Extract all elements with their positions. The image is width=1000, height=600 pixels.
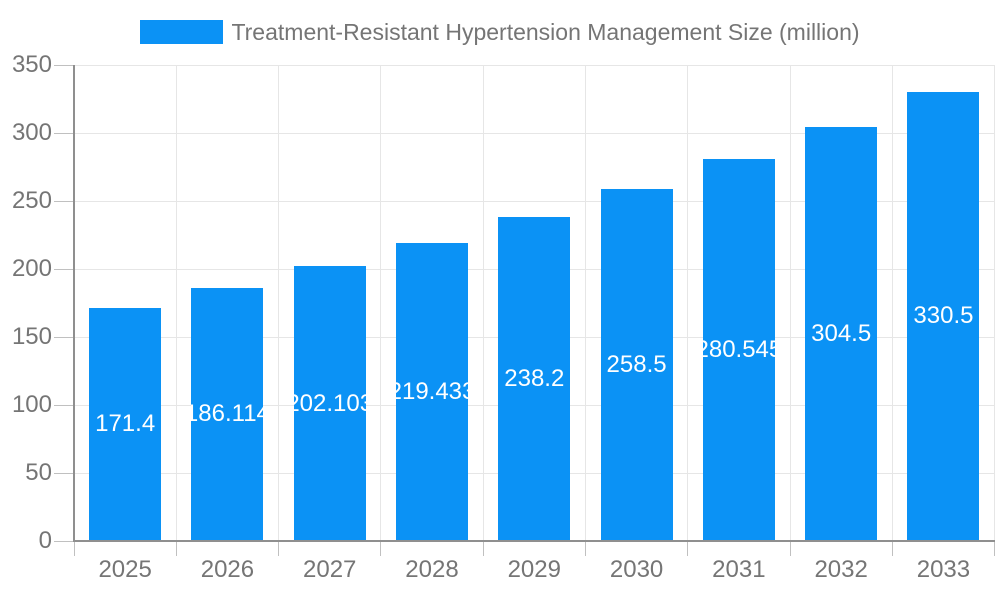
x-gridline [584, 65, 586, 541]
x-tick-label: 2033 [916, 556, 971, 583]
x-tick-label: 2028 [405, 556, 459, 583]
y-tick-label: 250 [11, 187, 52, 214]
x-tick [891, 541, 893, 556]
x-tick [584, 541, 586, 556]
y-tick-label: 100 [11, 391, 52, 418]
y-tick [54, 64, 74, 66]
x-tick [278, 541, 280, 556]
x-tick [789, 541, 791, 556]
bar-value-label: 280.545 [703, 336, 775, 364]
x-gridline [994, 65, 996, 541]
legend[interactable]: Treatment-Resistant Hypertension Managem… [0, 19, 1000, 45]
x-tick [380, 541, 382, 556]
y-tick [54, 404, 74, 406]
x-tick [687, 541, 689, 556]
legend-label: Treatment-Resistant Hypertension Managem… [231, 19, 860, 45]
bar: 186.114 [191, 287, 264, 541]
bar-value-label: 219.433 [396, 377, 468, 405]
x-tick [73, 541, 75, 556]
x-tick-label: 2032 [814, 556, 868, 583]
legend-swatch [140, 20, 224, 44]
y-tick-label: 300 [11, 119, 52, 146]
x-gridline [789, 65, 791, 541]
x-gridline [482, 65, 484, 541]
bar-value-label: 304.5 [811, 319, 872, 347]
x-tick-label: 2025 [98, 556, 152, 583]
bar: 304.5 [805, 126, 878, 541]
bar-value-label: 330.5 [913, 302, 974, 330]
x-tick-label: 2027 [303, 556, 357, 583]
x-tick-label: 2030 [609, 556, 664, 583]
y-gridline [74, 200, 995, 202]
y-tick [54, 472, 74, 474]
x-tick [175, 541, 177, 556]
bar: 258.5 [600, 189, 673, 541]
y-gridline [74, 132, 995, 134]
bar: 238.2 [498, 217, 571, 541]
x-tick-label: 2031 [712, 556, 766, 583]
bar: 202.103 [293, 266, 366, 541]
x-tick [994, 541, 996, 556]
y-tick [54, 132, 74, 134]
y-tick-label: 200 [11, 255, 52, 282]
bar-value-label: 186.114 [191, 400, 264, 428]
x-gridline [891, 65, 893, 541]
y-tick-label: 150 [11, 323, 52, 350]
x-tick-label: 2026 [200, 556, 255, 583]
bar-value-label: 238.2 [504, 365, 565, 393]
bar: 330.5 [907, 91, 980, 541]
y-tick [54, 336, 74, 338]
x-gridline [380, 65, 382, 541]
bar: 280.545 [702, 159, 775, 541]
y-tick [54, 200, 74, 202]
x-tick [482, 541, 484, 556]
y-tick-label: 350 [11, 51, 52, 78]
x-axis-line [73, 540, 995, 542]
bar-value-label: 258.5 [606, 351, 667, 379]
bar: 171.4 [89, 307, 162, 541]
y-gridline [74, 64, 995, 66]
y-tick [54, 268, 74, 270]
x-gridline [278, 65, 280, 541]
x-gridline [175, 65, 177, 541]
bar: 219.433 [396, 242, 468, 541]
x-tick-label: 2029 [507, 556, 561, 583]
x-gridline [687, 65, 689, 541]
bar-value-label: 202.103 [294, 389, 366, 417]
y-axis-line [73, 65, 75, 542]
y-tick [54, 540, 74, 542]
bar-value-label: 171.4 [95, 410, 156, 438]
y-tick-label: 0 [38, 527, 52, 554]
y-tick-label: 50 [25, 459, 52, 486]
